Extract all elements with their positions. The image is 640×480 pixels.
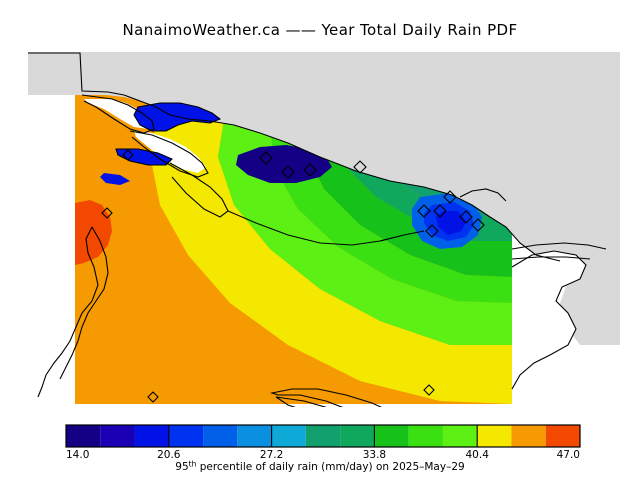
coastline-inlet-1 bbox=[81, 94, 155, 134]
contour-map bbox=[20, 45, 620, 407]
station-marker bbox=[433, 204, 447, 218]
colorbar-tick-label: 14.0 bbox=[66, 449, 89, 461]
coastline-west bbox=[37, 226, 99, 398]
colorbar-band bbox=[305, 425, 341, 447]
coastline-west-inner bbox=[59, 226, 109, 380]
colorbar-band bbox=[477, 425, 512, 447]
station-marker bbox=[425, 224, 439, 238]
caption-rest: percentile of daily rain (mm/day) on 202… bbox=[196, 461, 464, 473]
station-marker bbox=[423, 384, 435, 396]
contour-lobe-blue-east-core bbox=[436, 211, 466, 235]
colorbar-band bbox=[442, 425, 478, 447]
contour-band-teal bbox=[75, 52, 512, 241]
colorbar-frame bbox=[65, 424, 581, 448]
coastline-east-channel bbox=[511, 242, 607, 250]
station-marker bbox=[101, 207, 113, 219]
coastline-group bbox=[28, 52, 607, 407]
page-title: NanaimoWeather.ca —— Year Total Daily Ra… bbox=[122, 21, 518, 39]
coastline-east-channel2 bbox=[511, 256, 591, 260]
contour-band-yellow bbox=[75, 52, 512, 404]
colorbar-tick-label: 47.0 bbox=[557, 449, 580, 461]
coastline-east-peninsula bbox=[511, 250, 587, 390]
station-marker bbox=[281, 165, 295, 179]
colorbar-tick-label: 33.8 bbox=[363, 449, 386, 461]
water-body-inlet-blue3 bbox=[100, 173, 130, 185]
caption-prefix: 95 bbox=[175, 461, 188, 473]
colorbar-band bbox=[66, 425, 101, 447]
colorbar-band bbox=[134, 425, 169, 447]
station-marker bbox=[443, 190, 457, 204]
colorbar-svg: 14.0 20.6 27.2 33.8 40.4 47.0 95th percentile… bbox=[65, 424, 581, 474]
colorbar-band bbox=[271, 425, 306, 447]
colorbar-tick-label: 40.4 bbox=[466, 449, 490, 461]
station-marker-group bbox=[101, 149, 485, 403]
colorbar-caption: 95th percentile of daily rain (mm/day) o… bbox=[175, 460, 464, 474]
station-marker bbox=[471, 218, 485, 232]
colorbar-band bbox=[237, 425, 272, 447]
colorbar-tick-labels: 14.0 20.6 27.2 33.8 40.4 47.0 bbox=[66, 449, 580, 461]
land-east-peninsula bbox=[512, 251, 586, 389]
station-marker bbox=[147, 391, 159, 403]
coastline-waterbody-1 bbox=[133, 102, 222, 132]
station-marker bbox=[417, 204, 431, 218]
station-marker bbox=[303, 163, 317, 177]
land-mask-group bbox=[28, 52, 620, 389]
colorbar-tick-label: 27.2 bbox=[260, 449, 283, 461]
station-marker bbox=[259, 151, 273, 165]
contour-band-light-green bbox=[75, 52, 512, 345]
colorbar-band bbox=[408, 425, 443, 447]
station-marker bbox=[353, 160, 367, 174]
colorbar-band bbox=[511, 425, 546, 447]
map-plot-area bbox=[20, 45, 620, 407]
contour-band-deep-green bbox=[75, 52, 512, 277]
colorbar-area: 14.0 20.6 27.2 33.8 40.4 47.0 95th percentile… bbox=[0, 420, 640, 480]
land-mainland bbox=[28, 52, 620, 345]
coastline-south-shore bbox=[227, 210, 425, 246]
colorbar-band bbox=[168, 425, 204, 447]
coastline-inlet-2 bbox=[129, 130, 209, 178]
colorbar-tick-lines bbox=[168, 425, 478, 447]
colorbar-tick-label: 20.6 bbox=[157, 449, 181, 461]
station-marker bbox=[459, 210, 473, 224]
coastline-ne-detail bbox=[459, 188, 507, 202]
coast-inlet-nw bbox=[84, 99, 154, 129]
colorbar-band bbox=[203, 425, 238, 447]
colorbar-swatches bbox=[66, 425, 580, 447]
colorbar-band bbox=[545, 425, 580, 447]
colorbar-band bbox=[100, 425, 135, 447]
caption-superscript: th bbox=[189, 460, 197, 469]
colorbar-band bbox=[374, 425, 409, 447]
coast-inlet-nw2 bbox=[134, 131, 206, 173]
coastline-northwest bbox=[28, 52, 561, 262]
station-marker bbox=[122, 149, 134, 161]
colorbar-band bbox=[340, 425, 375, 447]
coastline-island-long-1 bbox=[269, 388, 383, 407]
coastline-waterbody-2 bbox=[115, 148, 173, 166]
